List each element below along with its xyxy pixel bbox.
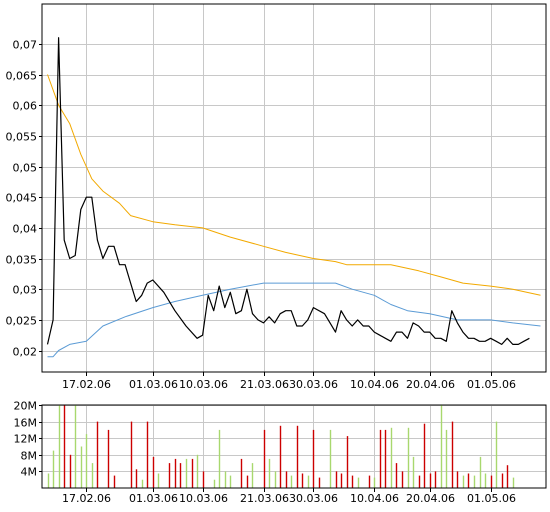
price-x-tick-label: 17.02.06	[62, 378, 111, 391]
price-y-tick-label: 0,025	[6, 315, 38, 328]
price-x-tick-label: 01.05.06	[467, 378, 516, 391]
price-y-tick-label: 0,06	[13, 100, 38, 113]
price-panel: 0,02 0,025 0,03 0,035 0,04 0,045 0,05 0,055 0,06…	[6, 3, 547, 391]
price-y-tick-label: 0,05	[13, 162, 38, 175]
price-plot-frame	[41, 3, 547, 373]
volume-x-tick-label: 30.03.06	[289, 492, 338, 505]
volume-x-tick-label: 20.04.06	[406, 492, 455, 505]
volume-y-tick-label: 20M	[14, 400, 38, 413]
price-y-tick-label: 0,045	[6, 192, 38, 205]
volume-y-tick-label: 4M	[21, 466, 38, 479]
price-gridlines	[42, 4, 546, 372]
price-y-axis: 0,02 0,025 0,03 0,035 0,04 0,045 0,05 0,055 0,06…	[6, 39, 42, 359]
price-x-tick-label: 01.03.06	[129, 378, 178, 391]
price-x-axis: 17.02.06 01.03.06 10.03.06 21.03.06 30.03.06…	[62, 372, 516, 391]
volume-x-tick-label: 10.03.06	[179, 492, 228, 505]
series-line-ma_short	[47, 282, 541, 358]
volume-x-tick-label: 21.03.06	[240, 492, 289, 505]
volume-y-tick-label: 16M	[14, 417, 38, 430]
price-y-tick-label: 0,02	[13, 346, 38, 359]
price-y-tick-label: 0,035	[6, 254, 38, 267]
price-y-tick-label: 0,03	[13, 284, 38, 297]
volume-x-axis: 17.02.06 01.03.06 10.03.06 21.03.06 30.03.06…	[62, 488, 516, 505]
price-y-tick-label: 0,065	[6, 70, 38, 83]
volume-x-tick-label: 10.04.06	[350, 492, 399, 505]
volume-x-tick-label: 01.05.06	[467, 492, 516, 505]
volume-y-axis: 4M 8M 12M 16M 20M	[14, 400, 42, 479]
price-x-tick-label: 30.03.06	[289, 378, 338, 391]
series-line-price	[46, 37, 530, 345]
volume-x-tick-label: 17.02.06	[62, 492, 111, 505]
volume-x-tick-label: 01.03.06	[129, 492, 178, 505]
price-x-tick-label: 21.03.06	[240, 378, 289, 391]
volume-y-tick-label: 8M	[21, 450, 38, 463]
volume-plot-frame	[41, 404, 547, 489]
price-y-tick-label: 0,055	[6, 131, 38, 144]
price-y-tick-label: 0,07	[13, 39, 38, 52]
price-y-tick-label: 0,04	[13, 223, 38, 236]
price-x-tick-label: 20.04.06	[406, 378, 455, 391]
volume-plot-area	[42, 405, 546, 488]
volume-panel: 4M 8M 12M 16M 20M 17.02.06 01.03.06 10.03.06 21…	[14, 400, 547, 505]
price-plot-area	[42, 4, 546, 372]
price-x-tick-label: 10.03.06	[179, 378, 228, 391]
price-series-group	[46, 37, 541, 358]
volume-y-tick-label: 12M	[14, 433, 38, 446]
volume-bars-group	[47, 405, 515, 488]
price-x-tick-label: 10.04.06	[350, 378, 399, 391]
